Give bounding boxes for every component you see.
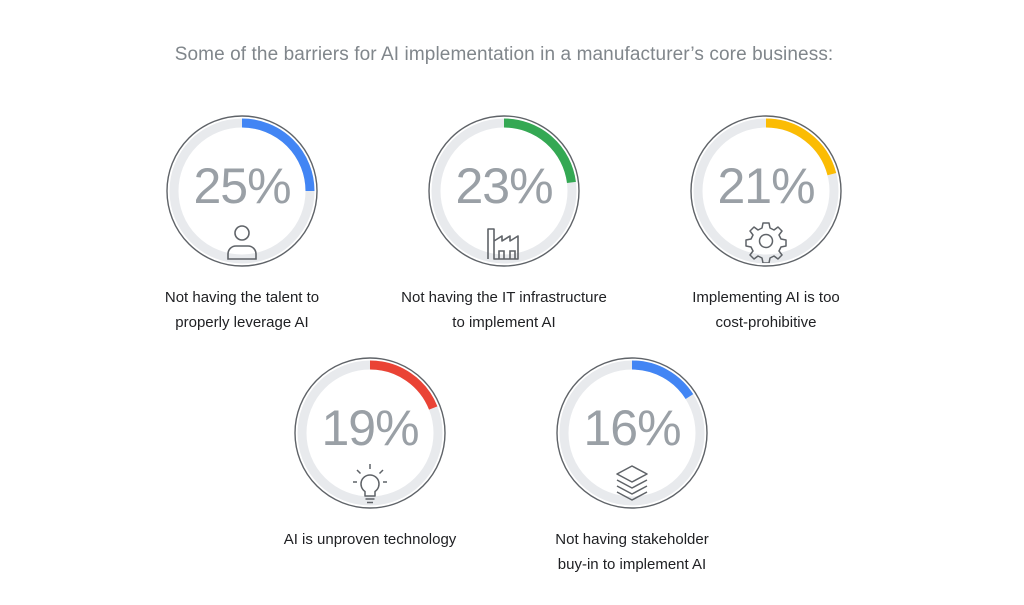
percent-value: 16% xyxy=(583,400,681,456)
chart-item-label: Not having the IT infrastructure to impl… xyxy=(374,285,634,335)
chart-item-label: Implementing AI is too cost-prohibitive xyxy=(636,285,896,335)
ring-outline xyxy=(428,115,580,267)
lightbulb-icon xyxy=(353,464,387,504)
label-line: to implement AI xyxy=(452,314,556,331)
progress-ring xyxy=(690,115,842,267)
person-icon xyxy=(227,225,257,260)
progress-ring xyxy=(556,357,708,509)
ring-value-arc xyxy=(503,118,576,184)
ring-value-arc xyxy=(241,118,315,192)
ring-value-arc xyxy=(631,360,694,400)
label-line: buy-in to implement AI xyxy=(557,556,707,573)
ring-outline xyxy=(556,357,708,509)
percent-value: 21% xyxy=(717,158,815,214)
percent-value: 19% xyxy=(321,400,419,456)
chart-item-label: Not having stakeholder buy-in to impleme… xyxy=(502,527,762,577)
gear-icon xyxy=(745,222,787,263)
ring-outline xyxy=(690,115,842,267)
chart-item-label: AI is unproven technology xyxy=(240,527,500,552)
label-line: AI is unproven technology xyxy=(283,531,457,548)
ring-value-arc xyxy=(369,360,438,410)
factory-icon xyxy=(487,228,519,260)
ring-outline xyxy=(294,357,446,509)
label-line: Not having the talent to xyxy=(164,289,320,306)
label-line: cost-prohibitive xyxy=(715,314,817,331)
ring-outline xyxy=(166,115,318,267)
progress-ring xyxy=(294,357,446,509)
percent-value: 25% xyxy=(193,158,291,214)
label-line: Not having the IT infrastructure xyxy=(401,289,607,306)
label-line: Not having stakeholder xyxy=(555,531,709,548)
label-line: Implementing AI is too xyxy=(692,289,840,306)
page-title: Some of the barriers for AI implementati… xyxy=(174,44,834,65)
percent-value: 23% xyxy=(455,158,553,214)
chart-item-label: Not having the talent to properly levera… xyxy=(112,285,372,335)
ring-value-arc xyxy=(765,118,837,176)
layers-icon xyxy=(616,465,648,501)
label-line: properly leverage AI xyxy=(175,314,309,331)
